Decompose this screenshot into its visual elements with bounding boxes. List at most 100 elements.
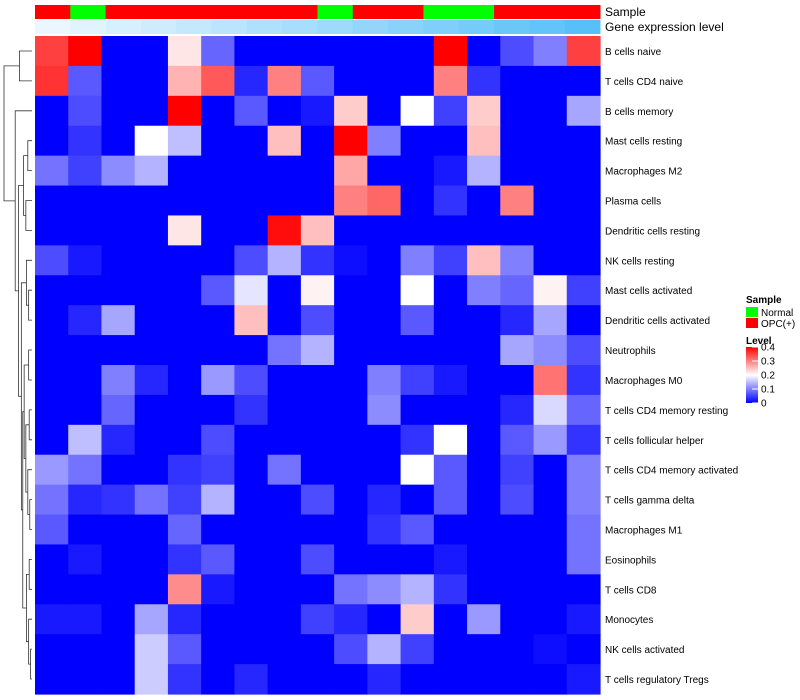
heatmap-cell xyxy=(134,365,169,396)
heatmap-cell xyxy=(500,36,535,67)
row-label: T cells CD4 memory activated xyxy=(605,466,738,477)
heatmap-cell xyxy=(300,604,335,635)
heatmap-cell xyxy=(400,335,435,366)
legend: Sample Normal OPC(+) Level 0.4 0.3 0.2 0.1 0 xyxy=(746,295,795,410)
heatmap-cell xyxy=(68,544,103,575)
heatmap-cell xyxy=(533,95,568,127)
heatmap-cell xyxy=(533,544,568,575)
legend-label-opc: OPC(+) xyxy=(761,319,795,330)
heatmap-cell xyxy=(400,305,435,336)
heatmap-cell xyxy=(68,634,103,665)
heatmap-cell xyxy=(433,514,468,546)
legend-tick-label: 0.1 xyxy=(761,385,775,396)
heatmap-cell xyxy=(35,574,69,605)
heatmap-cell xyxy=(201,544,236,575)
heatmap-cell xyxy=(134,185,169,217)
heatmap-cell xyxy=(68,125,103,157)
heatmap-cell xyxy=(566,125,601,157)
heatmap-cell xyxy=(467,394,501,426)
heatmap-cell xyxy=(467,95,501,127)
heatmap-cell xyxy=(201,424,236,456)
heatmap-cell xyxy=(533,65,568,97)
heatmap-cell xyxy=(400,454,435,486)
heatmap-cell xyxy=(500,65,535,97)
heatmap-cell xyxy=(433,155,468,187)
dendrogram-branch xyxy=(3,65,20,202)
heatmap-cell xyxy=(467,424,501,456)
heatmap-cell xyxy=(201,664,236,695)
heatmap-cell xyxy=(500,394,535,426)
heatmap-cell xyxy=(35,454,69,486)
heatmap-cell xyxy=(334,95,368,127)
row-label: Dendritic cells activated xyxy=(605,316,710,327)
heatmap-cell xyxy=(101,664,136,695)
heatmap-cell xyxy=(467,484,501,516)
heatmap-cell xyxy=(267,95,302,127)
heatmap-cell xyxy=(367,155,402,187)
row-label: T cells CD8 xyxy=(605,585,657,596)
heatmap-cell xyxy=(201,484,236,516)
heatmap-cell xyxy=(433,365,468,396)
heatmap-cell xyxy=(267,215,302,246)
heatmap-cell xyxy=(467,125,501,157)
expression-track-cell xyxy=(246,20,283,34)
heatmap-cell xyxy=(300,275,335,306)
heatmap-cell xyxy=(566,155,601,187)
heatmap-cell xyxy=(367,185,402,217)
heatmap-cell xyxy=(433,574,468,605)
sample-track-cell xyxy=(105,5,142,19)
heatmap-cell xyxy=(334,634,368,665)
heatmap-cell xyxy=(566,245,601,276)
heatmap-cell xyxy=(35,484,69,516)
heatmap-cell xyxy=(500,664,535,695)
heatmap-cell xyxy=(433,544,468,575)
heatmap-cell xyxy=(35,544,69,575)
heatmap-cell xyxy=(167,125,202,157)
heatmap-cell xyxy=(35,424,69,456)
heatmap-cell xyxy=(566,424,601,456)
heatmap-cell xyxy=(533,634,568,665)
sample-track-cell xyxy=(352,5,389,19)
heatmap-cell xyxy=(234,335,269,366)
heatmap-cell xyxy=(101,36,136,67)
heatmap-cell xyxy=(101,95,136,127)
heatmap-cell xyxy=(433,394,468,426)
heatmap-cell xyxy=(35,155,69,187)
heatmap-cell xyxy=(134,394,169,426)
heatmap-cell xyxy=(500,305,535,336)
legend-label-normal: Normal xyxy=(761,308,793,319)
heatmap-cell xyxy=(566,574,601,605)
heatmap-cell xyxy=(134,634,169,665)
heatmap-cell xyxy=(433,424,468,456)
row-label: Plasma cells xyxy=(605,197,661,208)
heatmap-cell xyxy=(267,365,302,396)
row-label: T cells CD4 memory resting xyxy=(605,406,728,417)
heatmap-cell xyxy=(68,454,103,486)
legend-tick-label: 0.2 xyxy=(761,371,775,382)
heatmap-cell xyxy=(234,484,269,516)
heatmap-cell xyxy=(267,125,302,157)
expression-track-cell xyxy=(529,20,566,34)
heatmap-cell xyxy=(68,65,103,97)
heatmap-cell xyxy=(35,275,69,306)
heatmap-cell xyxy=(134,155,169,187)
heatmap-cell xyxy=(467,275,501,306)
heatmap-cell xyxy=(267,335,302,366)
heatmap-cell xyxy=(367,305,402,336)
dendrogram-branch xyxy=(28,409,32,441)
heatmap-cell xyxy=(267,424,302,456)
heatmap-cell xyxy=(267,36,302,67)
sample-track-cell xyxy=(494,5,530,19)
row-label: Mast cells resting xyxy=(605,137,682,148)
legend-swatch-normal xyxy=(746,307,758,317)
heatmap-cell xyxy=(433,36,468,67)
row-label: Eosinophils xyxy=(605,555,656,566)
heatmap-cell xyxy=(300,454,335,486)
heatmap-cell xyxy=(367,484,402,516)
heatmap-cell xyxy=(566,544,601,575)
heatmap-cell xyxy=(167,394,202,426)
expression-track-cell xyxy=(388,20,424,34)
heatmap-cell xyxy=(467,36,501,67)
heatmap-cell xyxy=(101,544,136,575)
